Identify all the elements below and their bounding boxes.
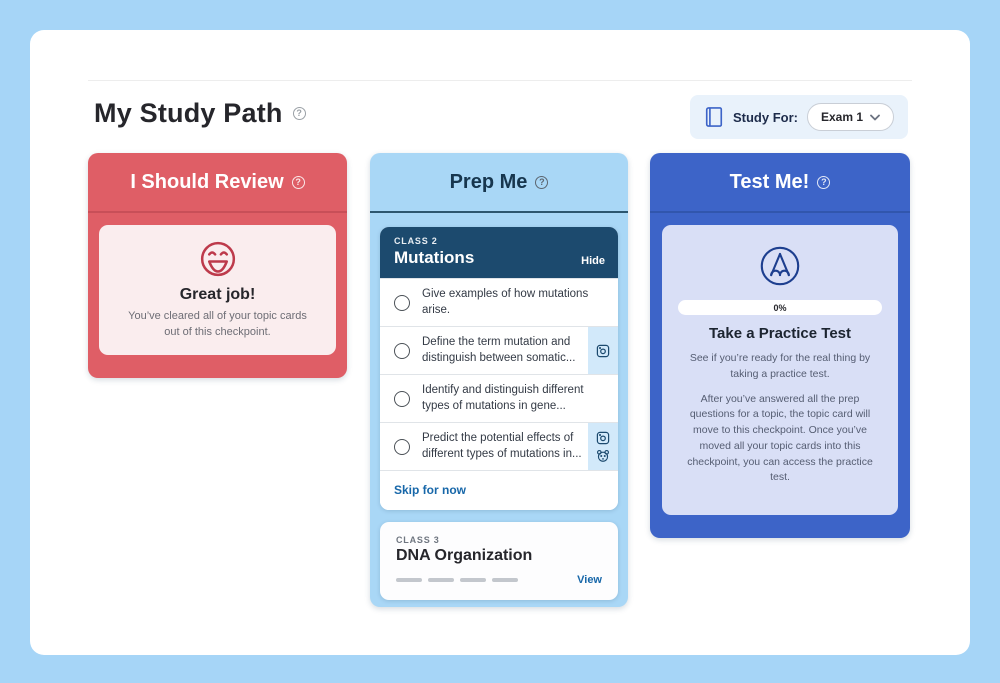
progress-dash <box>460 578 486 582</box>
bear-icon[interactable] <box>596 449 610 463</box>
question-resources-rail <box>588 423 618 470</box>
question-text: Define the term mutation and distinguish… <box>422 335 576 364</box>
test-column-body: 0% Take a Practice Test See if you’re re… <box>650 213 910 515</box>
question-resources-rail <box>588 327 618 374</box>
pencil-circle-icon <box>757 243 803 289</box>
prep-question-row: Predict the potential effects of differe… <box>380 422 618 470</box>
camera-icon[interactable] <box>596 431 610 445</box>
column-prep-me: Prep Me ? CLASS 2 Mutations Hide Give ex… <box>370 153 628 607</box>
question-radio[interactable] <box>394 342 410 359</box>
topic-title: DNA Organization <box>396 547 533 564</box>
practice-test-progress-bar: 0% <box>678 300 882 315</box>
review-column-body: Great job! You’ve cleared all of your to… <box>88 213 347 367</box>
review-column-title: I Should Review <box>130 170 284 193</box>
top-divider <box>88 80 912 81</box>
column-test-me: Test Me! ? 0% Take a Practice Test <box>650 153 910 538</box>
review-empty-heading: Great job! <box>179 286 256 304</box>
prep-column-header: Prep Me ? <box>370 153 628 213</box>
hide-link[interactable]: Hide <box>581 255 605 267</box>
question-radio[interactable] <box>394 438 410 455</box>
camera-icon[interactable] <box>596 344 610 358</box>
topic-class-label: CLASS 3 <box>396 535 440 545</box>
practice-test-heading: Take a Practice Test <box>708 325 852 342</box>
topic-card-footer: Skip for now <box>380 470 618 510</box>
practice-test-body-1: See if you’re ready for the real thing b… <box>689 352 871 380</box>
view-link[interactable]: View <box>577 574 602 586</box>
column-i-should-review: I Should Review ? Great job! You’ve clea… <box>88 153 347 378</box>
prep-column-body: CLASS 2 Mutations Hide Give examples of … <box>370 213 628 600</box>
progress-dash <box>396 578 422 582</box>
exam-selected-value: Exam 1 <box>820 110 863 124</box>
skip-for-now-link[interactable]: Skip for now <box>394 483 466 497</box>
topic-card-header: CLASS 2 Mutations Hide <box>380 227 618 278</box>
topic-card-dna-organization: CLASS 3 DNA Organization View <box>380 522 618 600</box>
prep-question-row: Give examples of how mutations arise. <box>380 278 618 326</box>
prep-question-row: Define the term mutation and distinguish… <box>380 326 618 374</box>
progress-percent: 0% <box>773 302 787 313</box>
study-for-label: Study For: <box>732 109 798 125</box>
page-title: My Study Path <box>94 98 283 128</box>
topic-class-label: CLASS 2 <box>394 236 438 246</box>
prep-question-row: Identify and distinguish different types… <box>380 374 618 422</box>
help-icon[interactable]: ? <box>291 175 305 189</box>
test-column-title: Test Me! <box>729 170 810 193</box>
practice-test-body-2: After you’ve answered all the prep quest… <box>687 392 873 484</box>
test-column-header: Test Me! ? <box>650 153 910 213</box>
page-header: My Study Path ? <box>94 98 306 129</box>
progress-dash <box>428 578 454 582</box>
prep-column-title: Prep Me <box>449 170 528 193</box>
review-empty-state-card: Great job! You’ve cleared all of your to… <box>99 225 336 355</box>
help-icon[interactable]: ? <box>292 107 306 120</box>
topic-card-mutations: CLASS 2 Mutations Hide Give examples of … <box>380 227 618 510</box>
laughing-face-icon <box>198 239 238 279</box>
question-radio[interactable] <box>394 294 410 311</box>
topic-progress-dashes <box>396 578 518 582</box>
question-text: Identify and distinguish different types… <box>422 383 584 412</box>
exam-selector[interactable]: Exam 1 <box>806 103 894 131</box>
study-for-box: Study For: Exam 1 <box>689 95 908 139</box>
review-column-header: I Should Review ? <box>88 153 347 213</box>
practice-test-card: 0% Take a Practice Test See if you’re re… <box>662 225 898 515</box>
question-text: Predict the potential effects of differe… <box>422 431 582 460</box>
question-radio[interactable] <box>394 390 410 407</box>
review-empty-body: You’ve cleared all of your topic cards o… <box>128 310 307 338</box>
topic-title: Mutations <box>394 248 475 267</box>
chevron-down-icon <box>870 114 880 121</box>
help-icon[interactable]: ? <box>535 175 549 189</box>
question-text: Give examples of how mutations arise. <box>422 287 589 316</box>
progress-dash <box>492 578 518 582</box>
book-icon <box>704 106 724 128</box>
help-icon[interactable]: ? <box>817 175 831 189</box>
main-panel: My Study Path ? Study For: Exam 1 I Shou… <box>30 30 970 655</box>
